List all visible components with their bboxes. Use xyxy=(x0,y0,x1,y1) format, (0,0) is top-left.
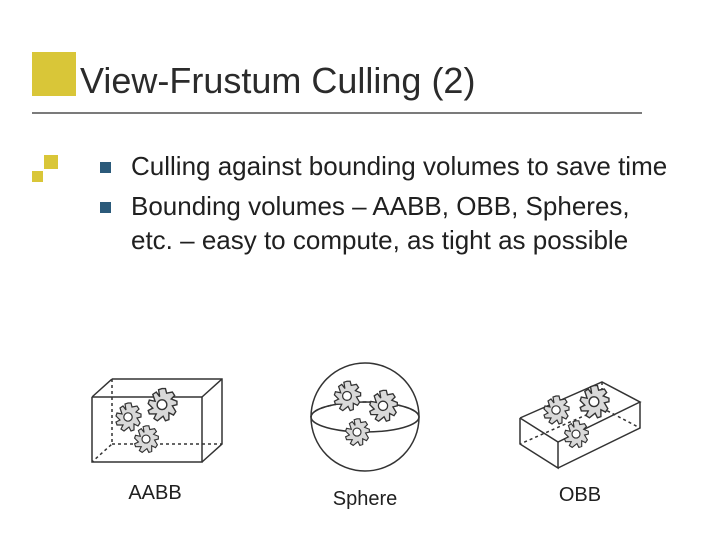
title-row: View-Frustum Culling (2) xyxy=(32,60,475,102)
accent-block-med xyxy=(44,155,58,169)
bullet-marker-icon xyxy=(100,162,111,173)
list-item: Bounding volumes – AABB, OBB, Spheres, e… xyxy=(100,190,675,258)
sphere-icon xyxy=(295,360,435,478)
diagram-label: OBB xyxy=(559,484,601,507)
accent-block-small xyxy=(32,171,43,182)
obb-icon xyxy=(500,364,660,474)
bullet-text: Culling against bounding volumes to save… xyxy=(131,150,667,184)
diagram-label: AABB xyxy=(128,482,181,505)
diagram-label: Sphere xyxy=(333,488,398,511)
list-item: Culling against bounding volumes to save… xyxy=(100,150,675,184)
diagram-aabb: AABB xyxy=(80,367,230,505)
diagram-obb: OBB xyxy=(500,364,660,507)
bullet-list: Culling against bounding volumes to save… xyxy=(100,150,675,263)
slide-title: View-Frustum Culling (2) xyxy=(80,60,475,102)
diagram-row: AABB Sphere OBB xyxy=(80,360,660,511)
diagram-sphere: Sphere xyxy=(295,360,435,511)
bullet-marker-icon xyxy=(100,202,111,213)
bullet-text: Bounding volumes – AABB, OBB, Spheres, e… xyxy=(131,190,675,258)
aabb-icon xyxy=(80,367,230,472)
title-underline xyxy=(32,112,642,114)
